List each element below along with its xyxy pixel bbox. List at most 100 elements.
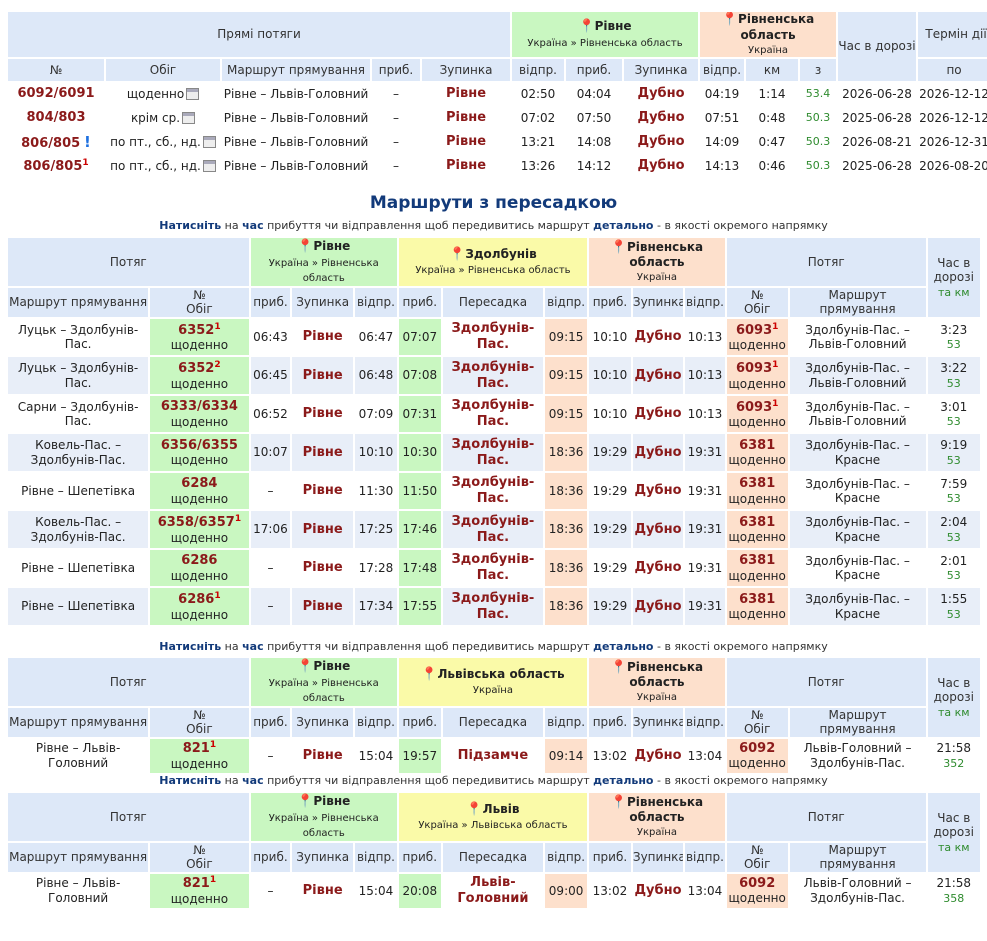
departure[interactable]: 09:14 <box>545 738 588 773</box>
train-number[interactable]: 6381 щоденно <box>726 472 788 510</box>
direct-from-station[interactable]: 📍Рівне Україна » Рівненська область <box>512 12 699 57</box>
train-number[interactable]: 60931 щоденно <box>726 357 788 394</box>
arrival[interactable]: 10:30 <box>398 434 441 471</box>
alert-icon[interactable]: ! <box>84 132 91 151</box>
arrival[interactable]: 19:29 <box>592 483 628 498</box>
train-number[interactable]: 6286 щоденно <box>150 549 249 587</box>
departure[interactable]: 09:15 <box>545 357 588 394</box>
train-number[interactable]: 6381 щоденно <box>726 511 788 548</box>
departure[interactable]: 06:47 <box>358 329 394 344</box>
departure[interactable]: 17:34 <box>358 599 394 614</box>
origin-station[interactable]: 📍Рівне Україна » Рівненська область <box>250 793 397 841</box>
col-arr: приб. <box>566 58 623 81</box>
arrival[interactable]: 13:02 <box>592 883 628 898</box>
dest-station[interactable]: 📍Рівненська область Україна <box>589 658 725 706</box>
departure[interactable]: 18:36 <box>545 549 588 587</box>
arrival[interactable]: 17:46 <box>398 511 441 548</box>
arrival[interactable]: 14:08 <box>576 134 612 149</box>
transfer-station[interactable]: 📍Здолбунів Україна » Рівненська область <box>398 238 588 286</box>
dest-station[interactable]: 📍Рівненська область Україна <box>589 238 725 286</box>
arrival[interactable]: 19:29 <box>592 599 628 614</box>
departure[interactable]: 17:25 <box>358 522 394 537</box>
origin-station[interactable]: 📍Рівне Україна » Рівненська область <box>250 658 397 706</box>
train-number[interactable]: 6092 щоденно <box>726 738 788 773</box>
transfer-station[interactable]: 📍Львів Україна » Львівська область <box>398 793 588 841</box>
train-number[interactable]: 6092/6091 <box>17 86 95 102</box>
departure[interactable]: 18:36 <box>545 588 588 625</box>
departure[interactable]: 10:10 <box>358 445 394 460</box>
arrival[interactable]: 19:29 <box>592 560 628 575</box>
arrival[interactable]: 17:48 <box>398 549 441 587</box>
arrival[interactable]: 19:29 <box>592 445 628 460</box>
train-number[interactable]: 6284 щоденно <box>150 472 249 510</box>
arrival[interactable]: 07:50 <box>576 110 612 125</box>
transfer-station[interactable]: 📍Львівська область Україна <box>398 658 588 706</box>
arrival[interactable]: 17:55 <box>398 588 441 625</box>
departure[interactable]: 11:30 <box>358 483 394 498</box>
calendar-icon[interactable] <box>186 88 200 101</box>
train-number[interactable]: 6333/6334 щоденно <box>150 395 249 433</box>
arrival[interactable]: 20:08 <box>398 873 441 908</box>
departure[interactable]: 18:36 <box>545 472 588 510</box>
arrival[interactable]: 19:57 <box>398 738 441 773</box>
arrival: – <box>393 158 399 173</box>
departure: 14:09 <box>704 134 740 149</box>
arrival[interactable]: 10:10 <box>592 368 628 383</box>
arrival[interactable]: 13:02 <box>592 748 628 763</box>
train-number[interactable]: 60931 щоденно <box>726 395 788 433</box>
travel-time: 3:22 53 <box>940 361 968 390</box>
departure[interactable]: 02:50 <box>520 86 556 101</box>
train-number[interactable]: 62861 щоденно <box>150 588 249 625</box>
arrival[interactable]: 07:08 <box>398 357 441 394</box>
stop: Рівне <box>302 329 343 345</box>
train-number[interactable]: 8211 щоденно <box>150 738 249 773</box>
departure[interactable]: 09:00 <box>545 873 588 908</box>
train-number[interactable]: 6381 щоденно <box>726 549 788 587</box>
transfer-row: Рівне – Львів-Головний 8211 щоденно – Рів… <box>8 738 980 773</box>
departure[interactable]: 07:09 <box>358 406 394 421</box>
train-number[interactable]: 6356/6355 щоденно <box>150 434 249 471</box>
stop: Рівне <box>446 158 487 174</box>
train-number[interactable]: 6381 щоденно <box>726 434 788 471</box>
dest-station[interactable]: 📍Рівненська область Україна <box>589 793 725 841</box>
train-number[interactable]: 60931 щоденно <box>726 318 788 356</box>
arrival[interactable]: 10:10 <box>592 329 628 344</box>
departure[interactable]: 07:02 <box>520 110 556 125</box>
arrival[interactable]: 04:04 <box>576 86 612 101</box>
arrival[interactable]: 11:50 <box>398 472 441 510</box>
train-number[interactable]: 63522 щоденно <box>150 357 249 394</box>
departure[interactable]: 06:48 <box>358 368 394 383</box>
departure[interactable]: 15:04 <box>358 748 394 763</box>
departure[interactable]: 17:28 <box>358 560 394 575</box>
arrival[interactable]: 14:12 <box>576 158 612 173</box>
train-number[interactable]: 806/805 ! <box>21 132 91 151</box>
arrival[interactable]: 07:07 <box>398 318 441 356</box>
calendar-icon[interactable] <box>202 160 216 173</box>
departure[interactable]: 18:36 <box>545 511 588 548</box>
stop: Рівне <box>302 406 343 422</box>
calendar-icon[interactable] <box>182 112 196 125</box>
arrival[interactable]: 10:10 <box>592 406 628 421</box>
direct-to-station[interactable]: 📍Рівненська область Україна <box>700 12 837 57</box>
departure[interactable]: 09:15 <box>545 395 588 433</box>
arrival[interactable]: 07:31 <box>398 395 441 433</box>
train-number[interactable]: 806/8051 <box>23 157 89 174</box>
origin-station[interactable]: 📍Рівне Україна » Рівненська область <box>250 238 397 286</box>
departure[interactable]: 13:26 <box>520 158 556 173</box>
arrival[interactable]: 19:29 <box>592 522 628 537</box>
calendar-icon[interactable] <box>202 136 216 149</box>
travel-time: 3:23 53 <box>940 322 968 352</box>
train-number[interactable]: 8211 щоденно <box>150 873 249 908</box>
travel-time: 1:14 <box>758 86 786 101</box>
train-number[interactable]: 6092 щоденно <box>726 873 788 908</box>
train-number[interactable]: 6381 щоденно <box>726 588 788 625</box>
departure[interactable]: 15:04 <box>358 883 394 898</box>
train-number[interactable]: 63521 щоденно <box>150 318 249 356</box>
train-number[interactable]: 6358/63571 щоденно <box>150 511 249 548</box>
departure[interactable]: 09:15 <box>545 318 588 356</box>
departure: 07:51 <box>704 110 740 125</box>
train-number[interactable]: 804/803 <box>26 110 86 126</box>
departure: 10:13 <box>687 406 723 421</box>
departure[interactable]: 13:21 <box>520 134 556 149</box>
departure[interactable]: 18:36 <box>545 434 588 471</box>
